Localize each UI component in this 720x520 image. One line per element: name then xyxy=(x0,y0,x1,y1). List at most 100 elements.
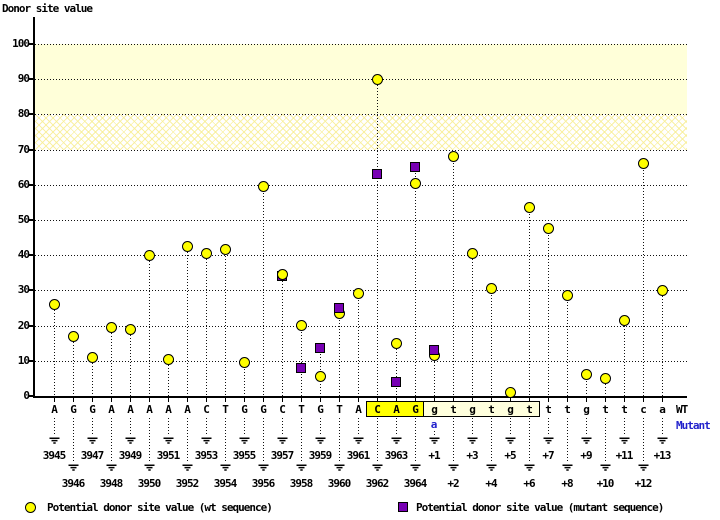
column-stem xyxy=(111,327,112,396)
seq-leader-line xyxy=(472,418,473,436)
column-stem xyxy=(206,253,207,396)
seq-letter: T xyxy=(336,403,343,416)
wt-point xyxy=(276,269,288,281)
column-stem xyxy=(263,186,264,396)
seq-leader-line xyxy=(244,418,245,436)
column-stem xyxy=(149,255,150,396)
seq-leader-line xyxy=(529,418,530,463)
x-axis-tick xyxy=(358,398,359,402)
seq-letter: A xyxy=(127,403,134,416)
seq-letter: t xyxy=(450,403,457,416)
mutant-point xyxy=(315,343,325,354)
wt-point xyxy=(238,357,250,369)
y-tick-label: 20 xyxy=(17,318,30,332)
seq-leader-line xyxy=(339,418,340,463)
pos-label: 3950 xyxy=(137,477,162,490)
down-arrow-icon xyxy=(448,464,459,472)
seq-leader-line xyxy=(149,418,150,463)
intron-highlight-box xyxy=(423,401,540,417)
down-arrow-icon xyxy=(429,437,440,445)
seq-leader-line xyxy=(567,418,568,463)
seq-letter: t xyxy=(488,403,495,416)
seq-letter: t xyxy=(602,403,609,416)
column-stem xyxy=(54,304,55,396)
seq-leader-line xyxy=(434,431,435,436)
wt-point xyxy=(86,351,98,363)
y-tick-label: 50 xyxy=(17,213,30,226)
x-axis-tick xyxy=(586,398,587,402)
down-arrow-icon xyxy=(334,464,345,472)
down-arrow-icon xyxy=(315,437,326,445)
seq-letter: A xyxy=(146,403,153,416)
y-tick-label: 0 xyxy=(23,389,30,402)
x-axis-tick xyxy=(320,398,321,402)
down-arrow-icon xyxy=(49,437,60,445)
seq-leader-line xyxy=(263,418,264,463)
pos-label: 3957 xyxy=(270,449,295,462)
x-axis-tick xyxy=(168,398,169,402)
column-stem xyxy=(472,253,473,396)
down-arrow-icon xyxy=(391,437,402,445)
seq-letter: t xyxy=(526,403,533,416)
wt-point xyxy=(257,181,269,193)
seq-leader-line xyxy=(187,418,188,463)
down-arrow-icon xyxy=(163,437,174,445)
pos-label: 3958 xyxy=(289,477,314,490)
wt-point xyxy=(637,158,649,170)
x-axis-tick xyxy=(149,398,150,402)
mid-score-band xyxy=(35,114,687,150)
column-stem xyxy=(605,378,606,396)
wt-point xyxy=(466,247,478,259)
seq-leader-line xyxy=(301,418,302,463)
seq-leader-line xyxy=(111,418,112,463)
column-stem xyxy=(282,274,283,396)
wt-point xyxy=(143,249,155,261)
seq-letter: T xyxy=(222,403,229,416)
seq-letter: C xyxy=(374,403,381,416)
pos-label: 3963 xyxy=(384,449,409,462)
pos-label: 3946 xyxy=(61,477,86,490)
x-axis-tick xyxy=(377,398,378,402)
y-tick-label: 90 xyxy=(17,72,30,86)
column-stem xyxy=(662,290,663,396)
seq-leader-line xyxy=(54,418,55,436)
column-stem xyxy=(301,325,302,396)
down-arrow-icon xyxy=(68,464,79,472)
down-arrow-icon xyxy=(524,464,535,472)
pos-label: +13 xyxy=(653,449,672,462)
grid-line xyxy=(35,255,687,257)
down-arrow-icon xyxy=(543,437,554,445)
mutant-row-label: Mutant xyxy=(676,419,711,432)
mutant-point xyxy=(429,345,439,356)
seq-leader-line xyxy=(73,418,74,463)
pos-label: +3 xyxy=(466,449,478,462)
chart-title: Donor site value xyxy=(2,2,93,15)
pos-label: 3953 xyxy=(194,449,219,462)
wt-point xyxy=(523,202,535,214)
seq-leader-line xyxy=(510,418,511,436)
seq-leader-line xyxy=(92,418,93,436)
seq-letter: A xyxy=(51,403,58,416)
seq-letter: A xyxy=(108,403,115,416)
x-axis-tick xyxy=(415,398,416,402)
seq-leader-line xyxy=(206,418,207,436)
column-stem xyxy=(567,295,568,396)
x-axis-tick xyxy=(529,398,530,402)
down-arrow-icon xyxy=(638,464,649,472)
seq-leader-line xyxy=(662,418,663,436)
wt-point xyxy=(409,177,421,189)
down-arrow-icon xyxy=(353,437,364,445)
x-axis-tick xyxy=(225,398,226,402)
pos-label: 3945 xyxy=(42,449,67,462)
grid-line xyxy=(35,325,687,327)
x-axis-tick xyxy=(396,398,397,402)
down-arrow-icon xyxy=(410,464,421,472)
pos-label: +11 xyxy=(615,449,634,462)
seq-leader-line xyxy=(320,418,321,436)
pos-label: +4 xyxy=(485,477,497,490)
grid-line xyxy=(35,360,687,362)
down-arrow-icon xyxy=(467,437,478,445)
pos-label: +8 xyxy=(561,477,573,490)
mutant-point xyxy=(410,162,420,173)
x-axis-tick xyxy=(339,398,340,402)
